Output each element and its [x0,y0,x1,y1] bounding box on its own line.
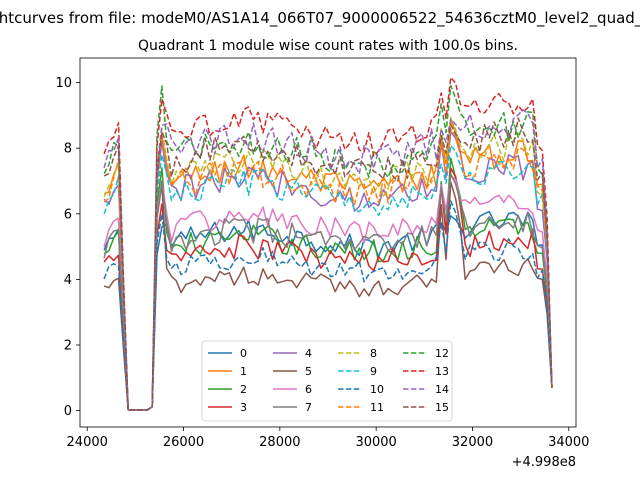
plot-frame [79,57,577,428]
series-line-9 [103,144,553,411]
y-tick-label: 8 [64,142,72,157]
legend-label-1: 1 [240,365,247,378]
y-tick-label: 0 [64,404,72,419]
legend-label-6: 6 [305,383,312,396]
series-line-15 [103,117,553,411]
series-line-11 [103,128,553,411]
series-lines [103,76,553,411]
y-tick-label: 6 [64,207,72,222]
x-tick-label: 28000 [259,435,300,450]
series-line-6 [103,174,553,411]
legend-label-11: 11 [370,401,384,414]
y-tick-label: 2 [64,339,72,354]
legend-label-13: 13 [435,365,449,378]
series-line-5 [103,181,553,411]
figure-suptitle: Plot of lightcurves from file: modeM0/AS… [0,9,640,28]
legend-label-10: 10 [370,383,384,396]
legend-label-7: 7 [305,401,312,414]
legend-label-14: 14 [435,383,449,396]
series-line-14 [103,109,553,411]
chart-title: Quadrant 1 module wise count rates with … [138,38,518,54]
legend-label-4: 4 [305,347,312,360]
legend-label-15: 15 [435,401,449,414]
x-tick-label: 32000 [452,435,493,450]
legend-label-2: 2 [240,383,247,396]
legend-label-5: 5 [305,365,312,378]
x-tick-label: 24000 [67,435,108,450]
series-line-12 [103,84,553,411]
y-tick-label: 10 [55,76,72,91]
x-tick-label: 26000 [163,435,204,450]
series-line-7 [103,173,553,411]
x-tick-label: 34000 [548,435,589,450]
x-tick-label: 30000 [355,435,396,450]
legend-label-8: 8 [370,347,377,360]
x-offset-label: +4.998e8 [512,455,576,470]
series-line-3 [103,167,553,411]
legend-box [201,340,453,422]
legend-label-3: 3 [240,401,247,414]
legend-label-9: 9 [370,365,377,378]
legend-label-12: 12 [435,347,449,360]
series-line-2 [103,157,553,411]
series-line-10 [103,200,553,411]
series-line-13 [103,76,553,411]
legend-label-0: 0 [240,347,247,360]
y-tick-label: 4 [64,273,72,288]
